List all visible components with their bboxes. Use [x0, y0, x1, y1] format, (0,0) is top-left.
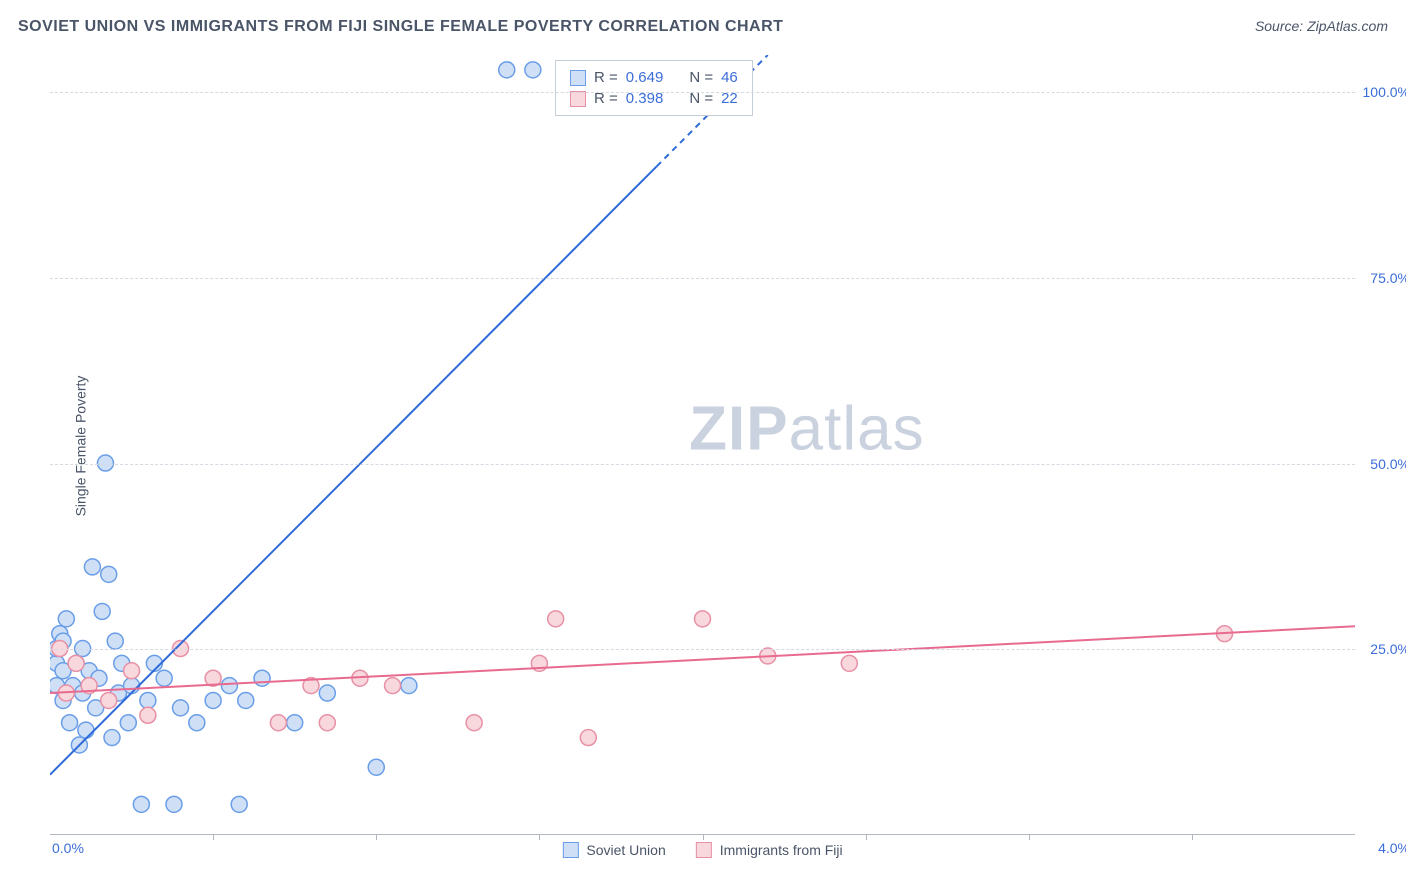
data-point	[101, 692, 117, 708]
legend-swatch	[562, 842, 578, 858]
stats-swatch	[570, 70, 586, 86]
data-point	[107, 633, 123, 649]
gridline	[50, 92, 1355, 93]
x-tick-mark	[1029, 834, 1030, 840]
y-tick-label: 100.0%	[1363, 84, 1406, 100]
data-point	[101, 566, 117, 582]
data-point	[62, 715, 78, 731]
data-point	[368, 759, 384, 775]
scatter-plot-svg	[50, 55, 1355, 834]
data-point	[525, 62, 541, 78]
legend-bottom: Soviet Union Immigrants from Fiji	[562, 842, 842, 858]
stats-r-value: 0.649	[626, 69, 664, 86]
gridline	[50, 278, 1355, 279]
data-point	[120, 715, 136, 731]
stats-row: R = 0.398 N = 22	[570, 88, 738, 109]
data-point	[166, 796, 182, 812]
data-point	[156, 670, 172, 686]
data-point	[124, 678, 140, 694]
stats-n-value: 46	[721, 69, 738, 86]
x-tick-mark	[703, 834, 704, 840]
x-tick-mark	[1192, 834, 1193, 840]
data-point	[221, 678, 237, 694]
data-point	[385, 678, 401, 694]
x-tick-mark	[213, 834, 214, 840]
data-point	[104, 730, 120, 746]
chart-area: ZIPatlas R = 0.649 N = 46 R = 0.398 N = …	[50, 55, 1355, 835]
data-point	[84, 559, 100, 575]
data-point	[580, 730, 596, 746]
data-point	[78, 722, 94, 738]
data-point	[189, 715, 205, 731]
data-point	[205, 692, 221, 708]
data-point	[401, 678, 417, 694]
data-point	[287, 715, 303, 731]
gridline	[50, 464, 1355, 465]
chart-title: SOVIET UNION VS IMMIGRANTS FROM FIJI SIN…	[18, 18, 783, 36]
x-tick-max: 4.0%	[1378, 840, 1406, 856]
chart-source: Source: ZipAtlas.com	[1255, 18, 1388, 34]
data-point	[94, 603, 110, 619]
x-tick-mark	[376, 834, 377, 840]
legend-item: Soviet Union	[562, 842, 665, 858]
data-point	[548, 611, 564, 627]
data-point	[231, 796, 247, 812]
data-point	[466, 715, 482, 731]
stats-legend-box: R = 0.649 N = 46 R = 0.398 N = 22	[555, 60, 753, 116]
data-point	[124, 663, 140, 679]
x-tick-mark	[539, 834, 540, 840]
y-tick-label: 75.0%	[1370, 270, 1406, 286]
trendline	[50, 626, 1355, 693]
gridline	[50, 649, 1355, 650]
y-tick-label: 50.0%	[1370, 456, 1406, 472]
data-point	[173, 700, 189, 716]
legend-swatch	[696, 842, 712, 858]
data-point	[68, 655, 84, 671]
legend-item: Immigrants from Fiji	[696, 842, 843, 858]
data-point	[319, 715, 335, 731]
data-point	[841, 655, 857, 671]
legend-label: Immigrants from Fiji	[720, 842, 843, 858]
data-point	[140, 707, 156, 723]
data-point	[499, 62, 515, 78]
y-tick-label: 25.0%	[1370, 641, 1406, 657]
stats-r-label: R =	[594, 69, 618, 86]
data-point	[695, 611, 711, 627]
data-point	[133, 796, 149, 812]
data-point	[254, 670, 270, 686]
x-tick-mark	[866, 834, 867, 840]
chart-header: SOVIET UNION VS IMMIGRANTS FROM FIJI SIN…	[18, 18, 1388, 36]
stats-n-label: N =	[689, 69, 713, 86]
data-point	[140, 692, 156, 708]
legend-label: Soviet Union	[586, 842, 665, 858]
data-point	[319, 685, 335, 701]
data-point	[270, 715, 286, 731]
stats-row: R = 0.649 N = 46	[570, 67, 738, 88]
x-tick-min: 0.0%	[52, 840, 84, 856]
data-point	[58, 611, 74, 627]
data-point	[238, 692, 254, 708]
